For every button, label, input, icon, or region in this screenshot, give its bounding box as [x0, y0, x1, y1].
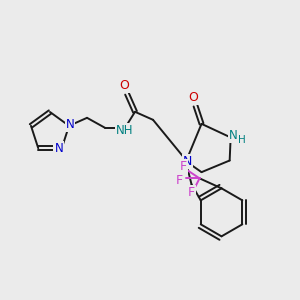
Text: O: O	[189, 92, 199, 104]
Text: H: H	[238, 135, 245, 146]
Text: N: N	[229, 129, 238, 142]
Text: F: F	[188, 186, 195, 199]
Text: F: F	[180, 160, 187, 173]
Text: F: F	[176, 174, 183, 187]
Text: N: N	[54, 142, 63, 155]
Text: N: N	[66, 118, 74, 131]
Text: N: N	[183, 155, 192, 168]
Text: NH: NH	[116, 124, 134, 137]
Text: O: O	[119, 79, 129, 92]
